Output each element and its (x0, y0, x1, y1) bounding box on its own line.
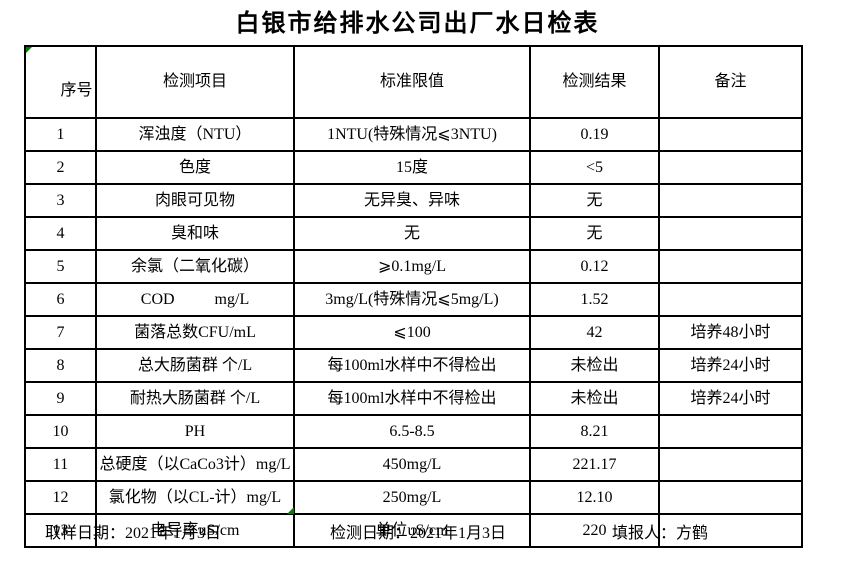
cell-item: 总硬度（以CaCo3计）mg/L (95, 447, 295, 483)
cell-result: 42 (529, 315, 660, 351)
cell-limit: 每100ml水样中不得检出 (293, 381, 531, 417)
cell-note (658, 282, 803, 318)
table-row: 6 COD mg/L 3mg/L(特殊情况⩽5mg/L) 1.52 (24, 282, 803, 318)
sampling-date-value: 2021年1月3日 (125, 525, 222, 542)
cell-item: COD mg/L (95, 282, 295, 318)
header-no-label: 序号 (60, 82, 93, 100)
cell-limit: 15度 (293, 150, 531, 186)
table-row: 9 耐热大肠菌群 个/L 每100ml水样中不得检出 未检出 培养24小时 (24, 381, 803, 417)
cell-limit: ⩾0.1mg/L (293, 249, 531, 285)
cell-no: 5 (24, 249, 97, 285)
cell-result: 221.17 (529, 447, 660, 483)
cell-note (658, 117, 803, 153)
table-header-row: 序号 检测项目 标准限值 检测结果 备注 (24, 44, 803, 120)
sampling-date-label: 取样日期： (45, 525, 126, 542)
cell-note (658, 150, 803, 186)
cell-no: 11 (24, 447, 97, 483)
green-triangle-icon (26, 47, 32, 53)
cell-no: 13 (24, 513, 97, 549)
cell-result: <5 (529, 150, 660, 186)
cell-result: 220 (529, 513, 660, 549)
table-row: 4 臭和味 无 无 (24, 216, 803, 252)
cell-no: 1 (24, 117, 97, 153)
sampling-date: 取样日期：2021年1月3日 (45, 519, 221, 543)
cell-note (658, 414, 803, 450)
cell-result: 0.12 (529, 249, 660, 285)
page-title: 白银市给排水公司出厂水日检表 (235, 11, 600, 37)
cell-item: PH (95, 414, 295, 450)
cell-item: 氯化物（以CL-计）mg/L (95, 480, 295, 516)
cell-item: 总大肠菌群 个/L (95, 348, 295, 384)
cell-note (658, 513, 803, 549)
cell-note (658, 183, 803, 219)
cell-item: 余氯（二氧化碳） (95, 249, 295, 285)
cell-note (658, 216, 803, 252)
footer: 取样日期：2021年1月3日 检测日期：2021年1月3日 填报人：方鹤 (0, 519, 862, 543)
header-no: 序号 (24, 44, 97, 120)
cell-no: 6 (24, 282, 97, 318)
testing-date-label: 检测日期： (330, 525, 411, 542)
cell-limit: 单位uS/cm (293, 513, 531, 549)
cell-item: 肉眼可见物 (95, 183, 295, 219)
cell-note (658, 480, 803, 516)
cell-no: 3 (24, 183, 97, 219)
cell-note (658, 249, 803, 285)
cell-result: 无 (529, 216, 660, 252)
cell-no: 12 (24, 480, 97, 516)
cell-limit: 250mg/L (293, 480, 531, 516)
table-row: 11 总硬度（以CaCo3计）mg/L 450mg/L 221.17 (24, 447, 803, 483)
cell-limit: 1NTU(特殊情况⩽3NTU) (293, 117, 531, 153)
cell-result: 8.21 (529, 414, 660, 450)
inspection-table: 序号 检测项目 标准限值 检测结果 备注 1 浑浊度（NTU） 1NTU(特殊情… (24, 44, 803, 549)
cell-limit: 无异臭、异味 (293, 183, 531, 219)
table-row: 13 电导率uS/cm 单位uS/cm 220 (24, 513, 803, 549)
table-row: 3 肉眼可见物 无异臭、异味 无 (24, 183, 803, 219)
cell-no: 8 (24, 348, 97, 384)
cell-result: 未检出 (529, 348, 660, 384)
header-result: 检测结果 (529, 44, 660, 120)
cell-note: 培养48小时 (658, 315, 803, 351)
cell-result: 1.52 (529, 282, 660, 318)
cell-result: 12.10 (529, 480, 660, 516)
cell-item: 色度 (95, 150, 295, 186)
cell-no: 9 (24, 381, 97, 417)
cell-limit: 450mg/L (293, 447, 531, 483)
table-row: 5 余氯（二氧化碳） ⩾0.1mg/L 0.12 (24, 249, 803, 285)
table-row: 1 浑浊度（NTU） 1NTU(特殊情况⩽3NTU) 0.19 (24, 117, 803, 153)
cell-item: 菌落总数CFU/mL (95, 315, 295, 351)
reporter: 填报人：方鹤 (612, 519, 708, 543)
reporter-value: 方鹤 (676, 525, 709, 542)
cell-limit: ⩽100 (293, 315, 531, 351)
cell-item: 浑浊度（NTU） (95, 117, 295, 153)
cell-item: 耐热大肠菌群 个/L (95, 381, 295, 417)
cell-no: 2 (24, 150, 97, 186)
cell-item: 臭和味 (95, 216, 295, 252)
cell-limit: 6.5-8.5 (293, 414, 531, 450)
cell-result: 无 (529, 183, 660, 219)
green-triangle-icon (287, 507, 294, 514)
header-note: 备注 (658, 44, 803, 120)
cell-no: 10 (24, 414, 97, 450)
cell-limit: 3mg/L(特殊情况⩽5mg/L) (293, 282, 531, 318)
header-limit: 标准限值 (293, 44, 531, 120)
testing-date-value: 2021年1月3日 (410, 525, 507, 542)
table-row: 10 PH 6.5-8.5 8.21 (24, 414, 803, 450)
table-row: 8 总大肠菌群 个/L 每100ml水样中不得检出 未检出 培养24小时 (24, 348, 803, 384)
cell-note (658, 447, 803, 483)
cell-result: 未检出 (529, 381, 660, 417)
cell-result: 0.19 (529, 117, 660, 153)
cell-no: 4 (24, 216, 97, 252)
cell-limit: 无 (293, 216, 531, 252)
table-row: 12 氯化物（以CL-计）mg/L 250mg/L 12.10 (24, 480, 803, 516)
table-row: 2 色度 15度 <5 (24, 150, 803, 186)
cell-note: 培养24小时 (658, 348, 803, 384)
table-row: 7 菌落总数CFU/mL ⩽100 42 培养48小时 (24, 315, 803, 351)
header-item: 检测项目 (95, 44, 295, 120)
reporter-label: 填报人： (612, 525, 677, 542)
testing-date: 检测日期：2021年1月3日 (330, 519, 506, 543)
cell-limit: 每100ml水样中不得检出 (293, 348, 531, 384)
cell-note: 培养24小时 (658, 381, 803, 417)
cell-item: 电导率uS/cm (95, 513, 295, 549)
cell-no: 7 (24, 315, 97, 351)
